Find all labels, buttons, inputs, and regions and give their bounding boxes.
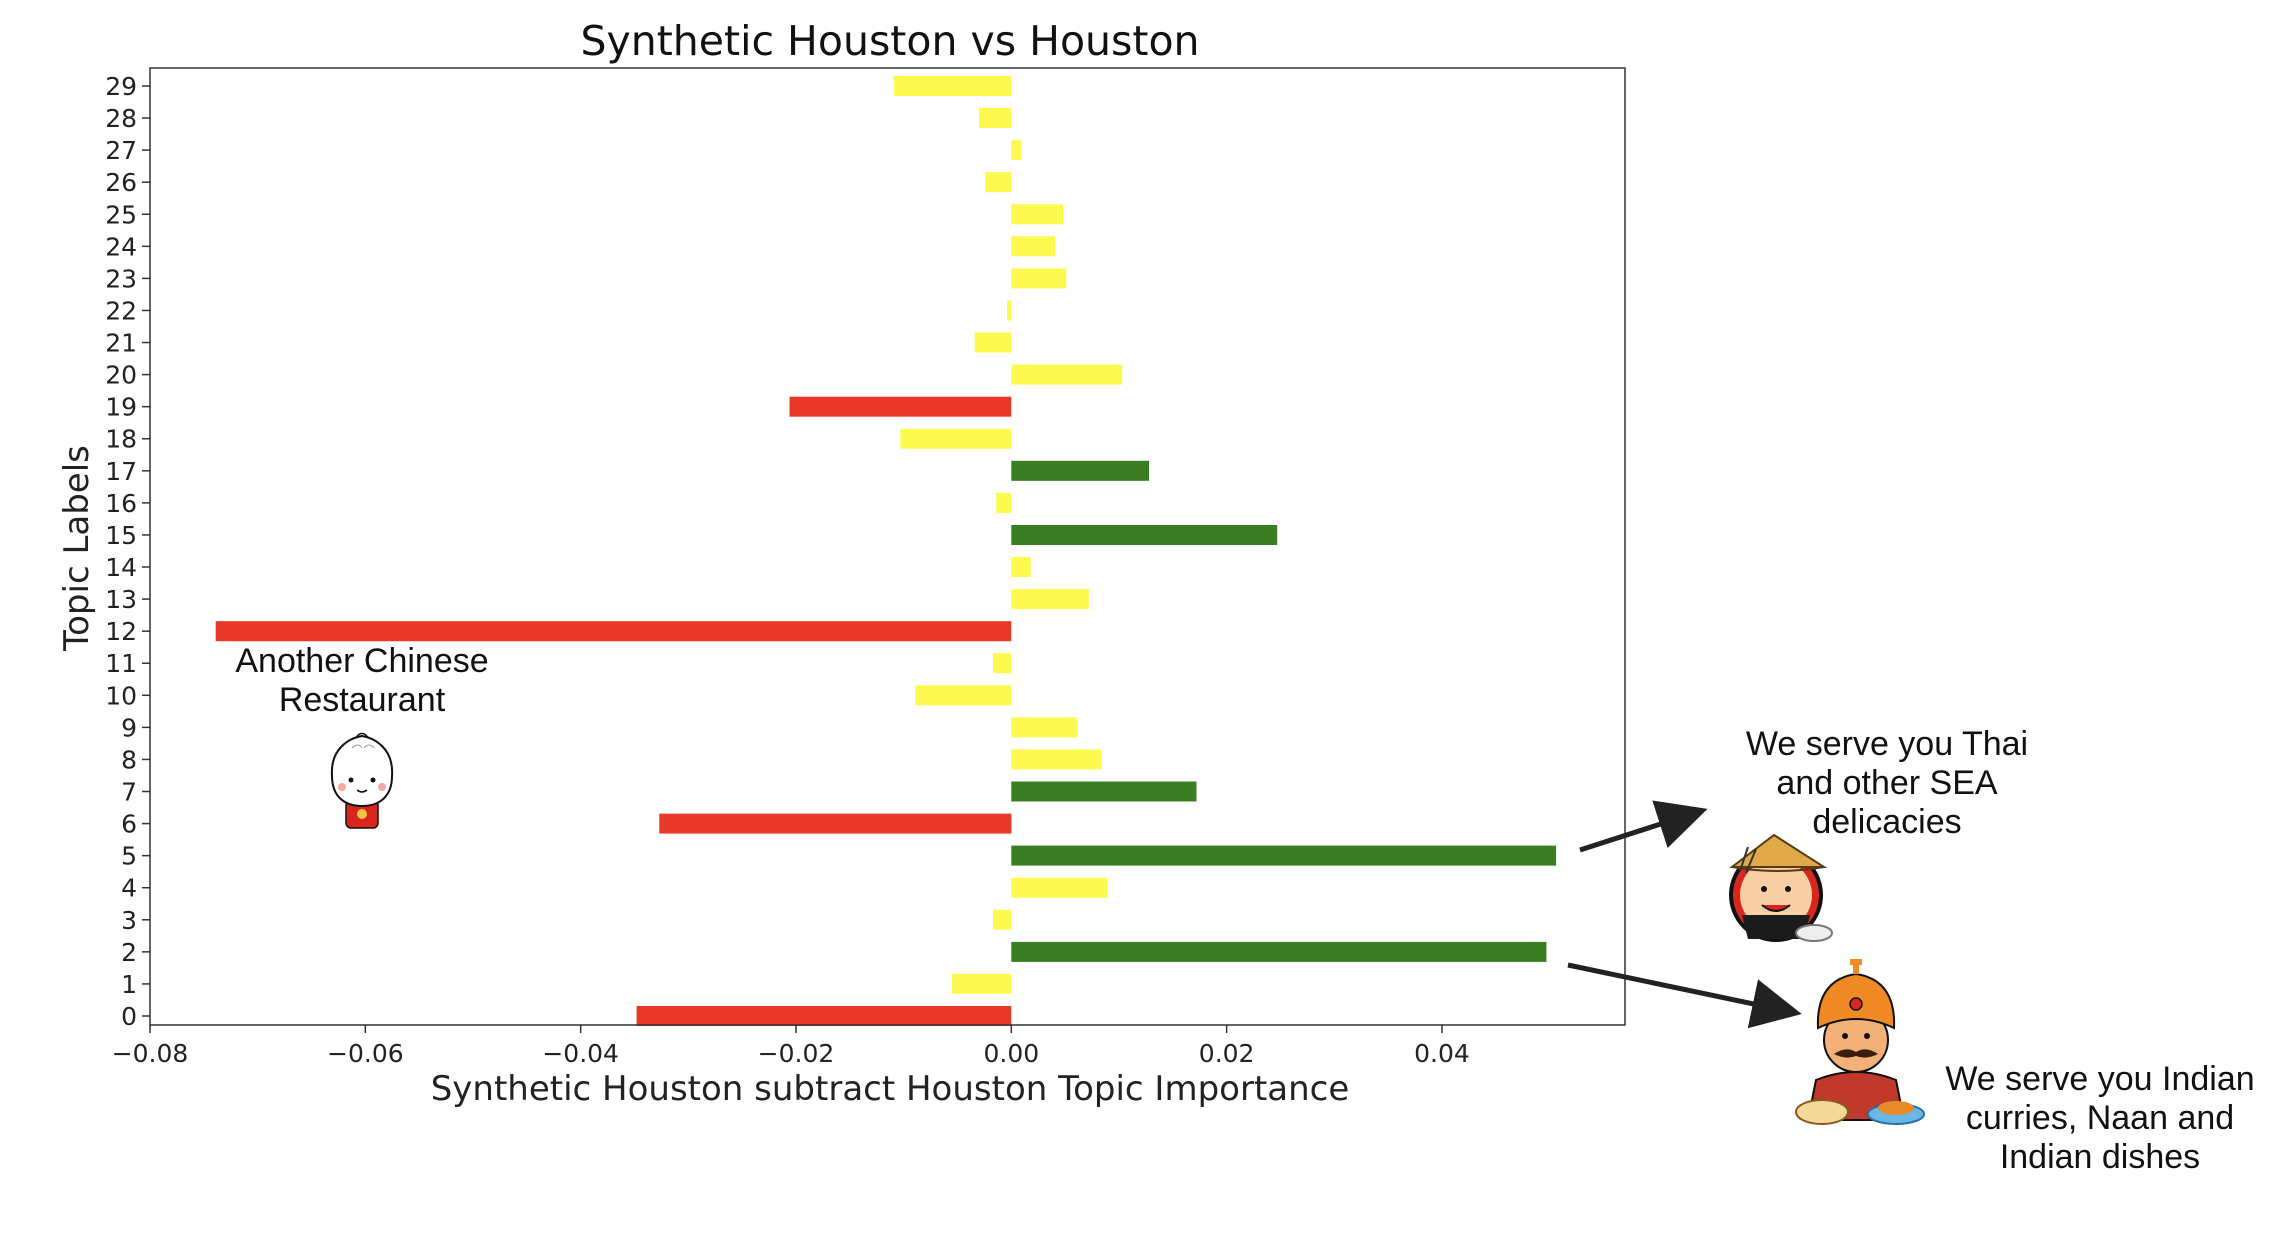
- x-tick-label: −0.02: [758, 1039, 835, 1068]
- y-tick-label: 5: [121, 842, 137, 871]
- thai-annotation-line2: and other SEA: [1776, 764, 1997, 802]
- bar-topic-14: [1011, 557, 1031, 577]
- indian-arrow: [1567, 962, 1802, 1029]
- y-tick-label: 23: [105, 264, 137, 293]
- y-tick-label: 26: [105, 168, 137, 197]
- y-tick-label: 14: [105, 553, 137, 582]
- y-tick-label: 7: [121, 778, 137, 807]
- bar-topic-8: [1011, 749, 1102, 770]
- bar-topic-17: [1011, 460, 1150, 481]
- bar-topic-2: [1011, 941, 1547, 962]
- x-tick-label: 0.04: [1414, 1039, 1470, 1068]
- y-tick-label: 2: [121, 938, 137, 967]
- y-tick-label: 1: [121, 970, 137, 999]
- bar-topic-22: [1007, 300, 1012, 321]
- chinese-annotation-line1: Another Chinese: [235, 642, 488, 680]
- bar-topic-24: [1011, 236, 1056, 257]
- thai-annotation-line3: delicacies: [1812, 803, 1961, 841]
- y-tick-label: 10: [105, 681, 137, 710]
- bar-topic-10: [915, 685, 1012, 706]
- bar-topic-11: [993, 653, 1012, 674]
- indian-annotation-line3: Indian dishes: [2000, 1138, 2200, 1176]
- y-tick-label: 20: [105, 361, 137, 390]
- y-tick-label: 16: [105, 489, 137, 518]
- bar-topic-6: [659, 813, 1012, 834]
- bar-topic-3: [993, 909, 1012, 930]
- x-ticks: −0.08 −0.06 −0.04 −0.02 0.00 0.02 0.04: [112, 1025, 1470, 1068]
- bar-topic-20: [1011, 364, 1123, 385]
- y-tick-label: 3: [121, 906, 137, 935]
- y-tick-label: 0: [121, 1002, 137, 1031]
- bar-topic-16: [996, 492, 1012, 513]
- indian-annotation-line1: We serve you Indian: [1945, 1060, 2254, 1098]
- thai-arrow: [1579, 800, 1708, 853]
- bar-topic-0: [636, 1006, 1012, 1026]
- plot-frame: [149, 67, 1626, 1026]
- x-axis-label: Synthetic Houston subtract Houston Topic…: [431, 1069, 1350, 1109]
- bar-topic-26: [985, 172, 1012, 193]
- turban-chef-icon: [1795, 959, 1925, 1125]
- bar-topic-19: [789, 396, 1012, 417]
- thai-annotation-line1: We serve you Thai: [1746, 725, 2028, 763]
- y-tick-label: 4: [121, 874, 137, 903]
- y-tick-label: 15: [105, 521, 137, 550]
- bar-topic-28: [979, 108, 1012, 128]
- chef-with-hat-icon: [1729, 833, 1833, 942]
- y-tick-label: 27: [105, 136, 137, 165]
- y-tick-label: 19: [105, 393, 137, 422]
- y-axis-label: Topic Labels: [57, 445, 97, 652]
- bar-topic-27: [1011, 140, 1021, 161]
- chinese-annotation-line2: Restaurant: [279, 681, 446, 719]
- bar-topic-4: [1011, 877, 1108, 898]
- bar-topic-21: [974, 332, 1012, 353]
- y-tick-label: 12: [105, 617, 137, 646]
- y-tick-label: 21: [105, 329, 137, 358]
- y-tick-label: 29: [105, 72, 137, 101]
- chart-title: Synthetic Houston vs Houston: [580, 17, 1199, 65]
- y-tick-label: 11: [105, 649, 137, 678]
- y-tick-label: 13: [105, 585, 137, 614]
- x-tick-label: 0.02: [1199, 1039, 1255, 1068]
- bun-character-icon: [330, 732, 394, 829]
- bars-group: [215, 76, 1557, 1026]
- y-tick-label: 6: [121, 810, 137, 839]
- y-tick-label: 18: [105, 425, 137, 454]
- y-tick-label: 8: [121, 745, 137, 774]
- y-tick-label: 25: [105, 200, 137, 229]
- bar-topic-29: [894, 76, 1012, 96]
- bar-topic-25: [1011, 204, 1063, 225]
- bar-topic-1: [952, 973, 1012, 994]
- x-tick-label: −0.04: [542, 1039, 619, 1068]
- x-tick-label: −0.06: [327, 1039, 404, 1068]
- bar-topic-7: [1011, 781, 1197, 802]
- y-tick-label: 17: [105, 457, 137, 486]
- bar-topic-23: [1011, 268, 1067, 289]
- bar-topic-9: [1011, 717, 1077, 738]
- x-tick-label: −0.08: [112, 1039, 189, 1068]
- x-tick-label: 0.00: [983, 1039, 1039, 1068]
- indian-annotation-line2: curries, Naan and: [1966, 1099, 2234, 1137]
- bar-topic-12: [215, 621, 1012, 642]
- bar-topic-13: [1011, 589, 1089, 610]
- y-ticks: 0123456789101112131415161718192021222324…: [105, 72, 150, 1031]
- y-tick-label: 22: [105, 296, 137, 325]
- y-tick-label: 24: [105, 232, 137, 261]
- bar-topic-5: [1011, 845, 1557, 866]
- bar-topic-18: [900, 428, 1012, 449]
- y-tick-label: 9: [121, 713, 137, 742]
- bar-topic-15: [1011, 525, 1278, 545]
- y-tick-label: 28: [105, 104, 137, 133]
